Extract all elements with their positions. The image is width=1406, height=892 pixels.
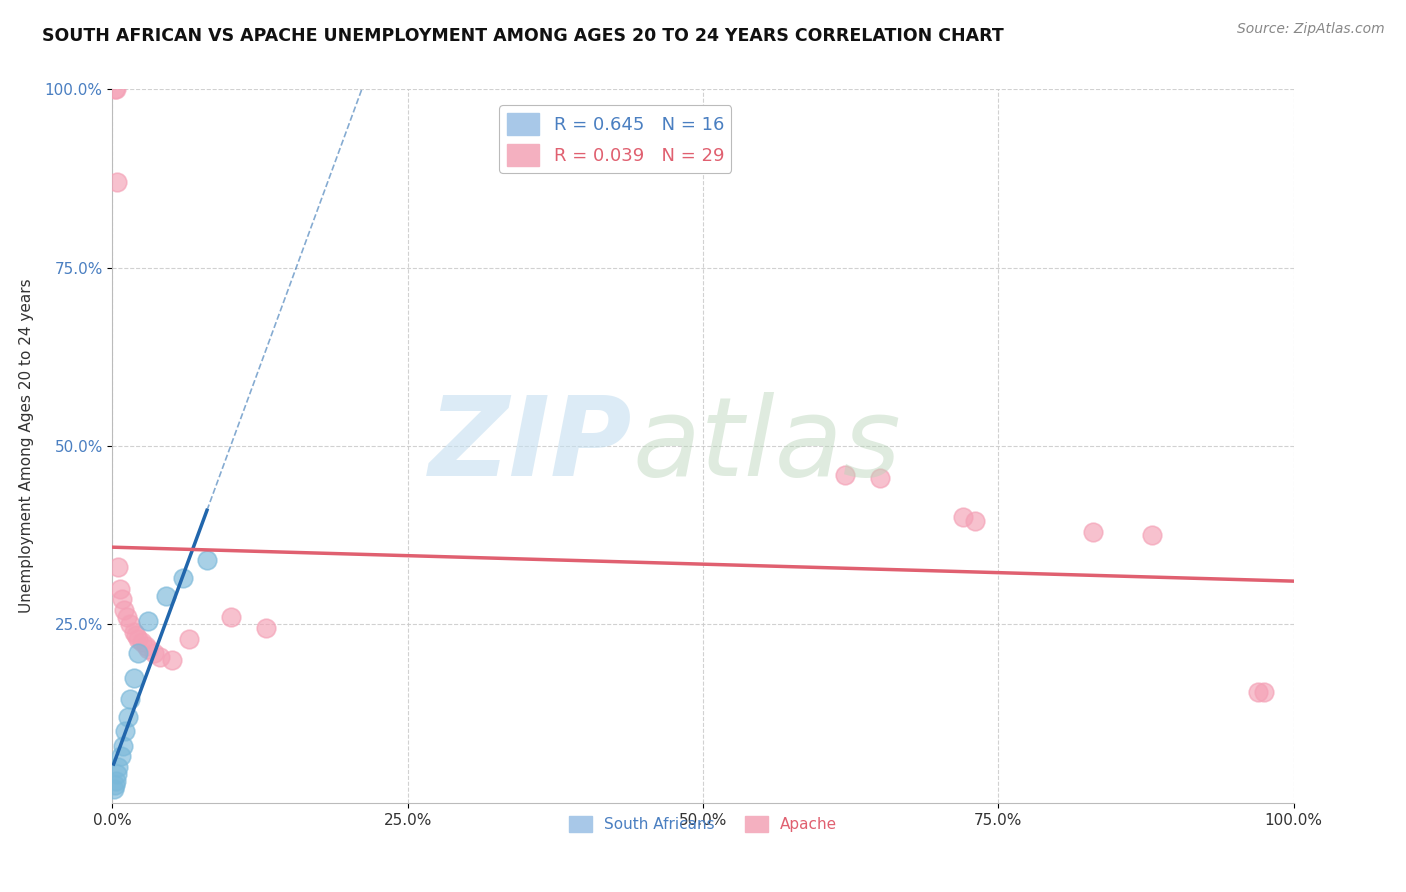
Point (1253, 685, 1275, 699)
Point (120, 617, 142, 632)
Point (105, 774, 128, 789)
Point (127, 646, 149, 660)
Point (155, 589, 177, 603)
Text: ZIP: ZIP (429, 392, 633, 500)
Point (104, 778, 127, 792)
Point (127, 632, 149, 646)
Point (112, 739, 135, 753)
Text: SOUTH AFRICAN VS APACHE UNEMPLOYMENT AMONG AGES 20 TO 24 YEARS CORRELATION CHART: SOUTH AFRICAN VS APACHE UNEMPLOYMENT AMO… (42, 27, 1004, 45)
Point (122, 624, 145, 639)
Point (1140, 528, 1163, 542)
Point (149, 649, 172, 664)
Point (136, 614, 159, 628)
Point (195, 553, 218, 567)
Point (136, 642, 159, 657)
Point (115, 610, 138, 624)
Point (869, 471, 891, 485)
Point (172, 571, 194, 585)
Point (125, 628, 148, 642)
Point (105, 767, 128, 781)
Point (103, 781, 125, 796)
Text: Source: ZipAtlas.com: Source: ZipAtlas.com (1237, 22, 1385, 37)
Point (963, 514, 986, 528)
Text: atlas: atlas (633, 392, 901, 500)
Point (135, 639, 157, 653)
Point (1081, 524, 1104, 539)
Point (1247, 685, 1270, 699)
Point (104, 82, 127, 96)
Point (142, 646, 165, 660)
Point (112, 603, 135, 617)
Point (107, 760, 129, 774)
Legend: South Africans, Apache: South Africans, Apache (562, 810, 844, 838)
Point (179, 632, 201, 646)
Point (114, 724, 136, 739)
Point (834, 467, 856, 482)
Point (122, 671, 145, 685)
Point (160, 653, 183, 667)
Y-axis label: Unemployment Among Ages 20 to 24 years: Unemployment Among Ages 20 to 24 years (18, 278, 34, 614)
Point (952, 510, 974, 524)
Point (107, 560, 129, 574)
Point (120, 692, 142, 706)
Point (111, 592, 134, 607)
Point (105, 175, 128, 189)
Point (108, 582, 131, 596)
Point (131, 635, 153, 649)
Point (117, 710, 139, 724)
Point (105, 82, 128, 96)
Point (219, 610, 242, 624)
Point (110, 749, 132, 764)
Point (254, 621, 277, 635)
